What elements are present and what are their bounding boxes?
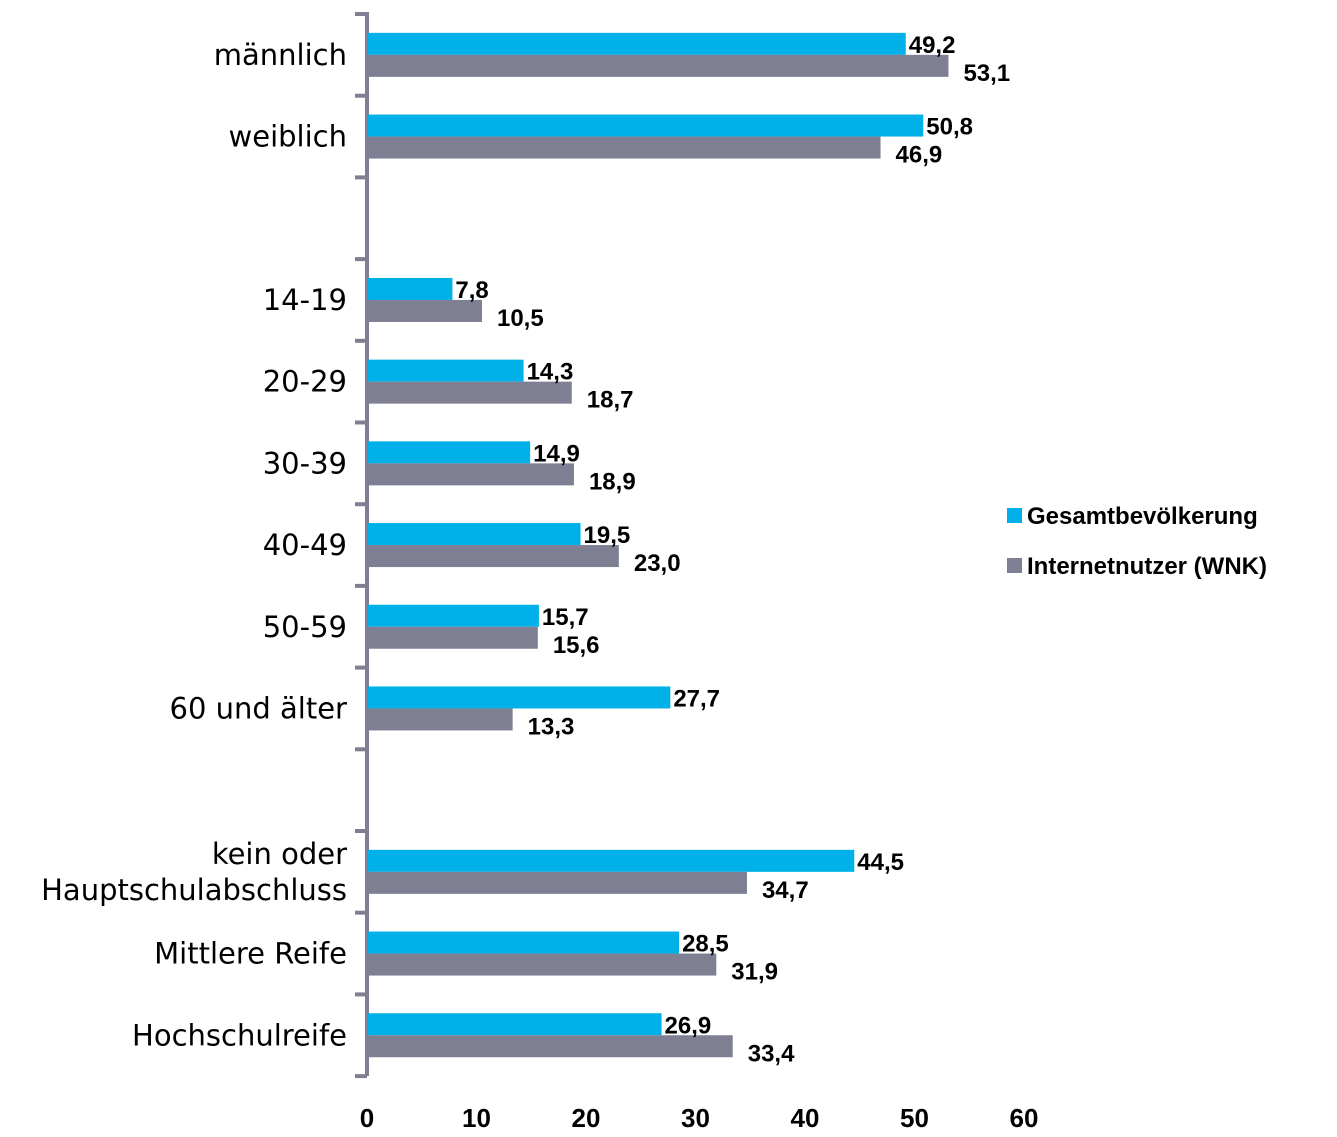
bar-internetnutzer <box>367 1035 733 1058</box>
category-labels: männlich weiblich 14-19 20-29 30-39 40-49 50-5… <box>41 38 347 1052</box>
category-label: 50-59 <box>263 610 347 644</box>
data-label: 15,7 <box>542 604 589 631</box>
category-label: Mittlere Reife <box>154 937 347 971</box>
data-label: 10,5 <box>497 305 544 332</box>
bar-gesamtbevoelkerung <box>367 277 453 300</box>
data-label: 23,0 <box>634 550 681 577</box>
data-label: 50,8 <box>926 114 973 141</box>
category-label: 40-49 <box>263 528 347 562</box>
bar-gesamtbevoelkerung <box>367 441 531 464</box>
bar-gesamtbevoelkerung <box>367 32 906 55</box>
legend-label-internetnutzer: Internetnutzer (WNK) <box>1027 553 1267 580</box>
category-label: 60 und älter <box>170 691 348 725</box>
bar-internetnutzer <box>367 463 574 486</box>
y-axis <box>355 12 369 1079</box>
category-label: 14-19 <box>263 283 347 317</box>
bar-internetnutzer <box>367 708 513 731</box>
category-label: Hochschulreife <box>132 1018 347 1052</box>
bar-internetnutzer <box>367 136 881 159</box>
bar-gesamtbevoelkerung <box>367 604 539 627</box>
bar-gesamtbevoelkerung <box>367 1013 662 1036</box>
category-label: weiblich <box>229 120 347 154</box>
data-label: 31,9 <box>731 959 778 986</box>
bar-gesamtbevoelkerung <box>367 931 680 954</box>
x-tick-label: 10 <box>462 1103 491 1133</box>
bar-internetnutzer <box>367 545 619 568</box>
bar-gesamtbevoelkerung <box>367 686 671 709</box>
legend-label-gesamtbevoelkerung: Gesamtbevölkerung <box>1027 503 1258 530</box>
bar-internetnutzer <box>367 871 747 894</box>
legend-swatch-gesamtbevoelkerung <box>1007 508 1022 523</box>
data-label: 44,5 <box>857 849 904 876</box>
bar-gesamtbevoelkerung <box>367 849 855 872</box>
data-label: 27,7 <box>673 685 720 712</box>
data-label: 34,7 <box>762 877 809 904</box>
data-label: 15,6 <box>553 632 600 659</box>
data-label: 46,9 <box>896 142 943 169</box>
data-label: 13,3 <box>528 713 575 740</box>
data-label: 33,4 <box>748 1040 795 1067</box>
bars <box>367 32 949 1058</box>
category-label: 30-39 <box>263 446 347 480</box>
bar-internetnutzer <box>367 626 538 649</box>
legend: Gesamtbevölkerung Internetnutzer (WNK) <box>1007 503 1267 580</box>
bar-internetnutzer <box>367 953 717 976</box>
data-label: 18,9 <box>589 468 636 495</box>
data-labels: 49,2 53,1 50,846,9 7,8 10,5 14,3 18,7 14,9 18,9 1… <box>455 32 1010 1067</box>
bar-internetnutzer <box>367 381 572 404</box>
bar-gesamtbevoelkerung <box>367 523 581 546</box>
bar-gesamtbevoelkerung <box>367 359 524 382</box>
legend-swatch-internetnutzer <box>1007 558 1022 573</box>
bar-internetnutzer <box>367 54 949 77</box>
data-label: 14,9 <box>533 440 580 467</box>
x-tick-label: 60 <box>1010 1103 1039 1133</box>
data-label: 18,7 <box>587 387 634 414</box>
category-label: 20-29 <box>263 365 347 399</box>
bar-internetnutzer <box>367 299 482 322</box>
category-label: männlich <box>214 38 347 72</box>
x-tick-label: 40 <box>791 1103 820 1133</box>
x-tick-label: 0 <box>360 1103 374 1133</box>
x-tick-label: 50 <box>900 1103 929 1133</box>
data-label: 49,2 <box>909 32 956 59</box>
data-label: 28,5 <box>682 931 729 958</box>
x-tick-label: 20 <box>572 1103 601 1133</box>
data-label: 53,1 <box>963 60 1010 87</box>
data-label: 14,3 <box>527 359 574 386</box>
bar-gesamtbevoelkerung <box>367 114 924 137</box>
data-label: 19,5 <box>584 522 631 549</box>
data-label: 7,8 <box>455 277 488 304</box>
category-label: kein oder Hauptschulabschluss <box>41 837 347 907</box>
x-tick-label: 30 <box>681 1103 710 1133</box>
x-axis-ticks: 0 10 20 30 40 50 60 <box>360 1103 1039 1133</box>
data-label: 26,9 <box>665 1012 712 1039</box>
